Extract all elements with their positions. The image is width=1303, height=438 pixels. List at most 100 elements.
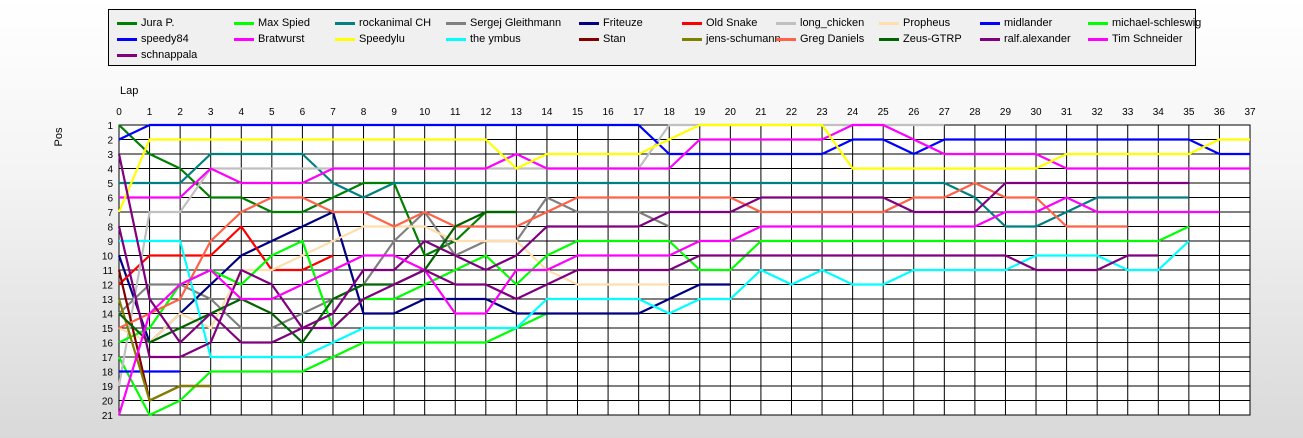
x-tick-label: 12 [480, 107, 492, 118]
legend-swatch [335, 38, 355, 41]
legend-label: michael-schleswig [1112, 17, 1202, 29]
series-line [117, 196, 1220, 416]
y-tick-label: 8 [107, 223, 113, 234]
series-line [117, 153, 1159, 344]
series-line [118, 225, 334, 286]
legend-swatch [446, 38, 466, 41]
x-tick-label: 8 [361, 107, 367, 118]
y-axis-label: Pos [53, 127, 65, 146]
x-tick-label: 3 [208, 107, 214, 118]
x-tick-label: 10 [419, 107, 431, 118]
legend-label: ralf.alexander [1004, 33, 1071, 45]
legend-swatch [117, 54, 137, 57]
y-tick-label: 9 [107, 237, 113, 248]
legend-swatch [117, 22, 137, 25]
y-tick-label: 4 [107, 165, 113, 176]
x-tick-label: 11 [450, 107, 461, 118]
x-tick-label: 14 [541, 107, 553, 118]
legend-label: Old Snake [706, 17, 758, 29]
y-tick-label: 10 [102, 252, 114, 263]
chart-legend: Jura P. Max Spied rockanimal CH Sergej Glei… [108, 9, 1201, 66]
y-tick-label: 6 [107, 194, 113, 205]
plot-area: 0 1 2 3 4 5 6 7 8 9 10 11 12 13 14 15 16 17 18 19 20 21 22 23 24… [102, 107, 1256, 422]
legend-label: midlander [1004, 17, 1053, 29]
x-tick-label: 31 [1061, 107, 1073, 118]
x-tick-label: 20 [725, 107, 737, 118]
legend-label: Bratwurst [258, 33, 305, 45]
series-line [119, 152, 1189, 228]
y-tick-label: 13 [102, 295, 114, 306]
x-tick-label: 4 [238, 107, 244, 118]
y-tick-label: 1 [107, 121, 113, 132]
y-tick-label: 16 [102, 339, 114, 350]
x-tick-label: 15 [572, 107, 584, 118]
x-tick-label: 22 [786, 107, 798, 118]
x-tick-label: 5 [269, 107, 275, 118]
y-tick-label: 21 [102, 411, 114, 422]
legend-swatch [879, 38, 899, 41]
legend-label: Friteuze [603, 17, 643, 29]
legend-swatch [234, 22, 254, 25]
x-tick-label: 1 [147, 107, 153, 118]
x-tick-label: 32 [1092, 107, 1104, 118]
legend-swatch [1088, 22, 1108, 25]
y-tick-label: 18 [102, 368, 114, 379]
series-line [118, 196, 670, 330]
x-tick-label: 6 [300, 107, 306, 118]
legend-swatch [879, 22, 899, 25]
legend-label: Tim Schneider [1112, 33, 1183, 45]
legend-label: rockanimal CH [359, 17, 432, 29]
x-tick-label: 9 [391, 107, 397, 118]
x-tick-label: 17 [633, 107, 645, 118]
x-axis-label: Lap [120, 85, 138, 97]
legend-swatch [980, 38, 1000, 41]
y-tick-label: 5 [107, 179, 113, 190]
x-tick-label: 33 [1122, 107, 1134, 118]
y-tick-label: 14 [102, 310, 114, 321]
legend-swatch [579, 38, 599, 41]
x-tick-label: 29 [1000, 107, 1012, 118]
legend-label: jens-schumann [706, 33, 781, 45]
legend-label: schnappala [141, 49, 198, 61]
x-tick-label: 16 [603, 107, 615, 118]
x-tick-label: 37 [1244, 107, 1256, 118]
series-line [119, 123, 1250, 199]
legend-swatch [579, 22, 599, 25]
series-line [119, 239, 1190, 359]
legend-swatch [682, 38, 702, 41]
legend-swatch [446, 22, 466, 25]
x-tick-label: 36 [1214, 107, 1226, 118]
legend-label: Stan [603, 33, 626, 45]
legend-label: Propheus [903, 17, 951, 29]
legend-swatch [335, 22, 355, 25]
x-tick-label: 34 [1153, 107, 1165, 118]
x-tick-label: 25 [878, 107, 890, 118]
series-line [118, 181, 1128, 329]
legend-label: long_chicken [800, 17, 865, 29]
x-tick-label: 2 [177, 107, 183, 118]
x-tick-label: 19 [694, 107, 706, 118]
legend-swatch [234, 38, 254, 41]
legend-swatch [980, 22, 1000, 25]
legend-swatch [776, 38, 796, 41]
x-tick-label: 21 [755, 107, 767, 118]
legend-swatch [682, 22, 702, 25]
legend-swatch [1088, 38, 1108, 41]
x-tick-label: 30 [1030, 107, 1042, 118]
x-tick-label: 27 [939, 107, 951, 118]
series-line [117, 298, 211, 402]
legend-label: Sergej Gleithmann [470, 17, 562, 29]
x-tick-label: 13 [511, 107, 523, 118]
legend-swatch [776, 22, 796, 25]
y-tick-label: 3 [107, 150, 113, 161]
y-tick-label: 19 [102, 382, 114, 393]
y-tick-label: 17 [102, 353, 114, 364]
y-tick-label: 7 [107, 208, 113, 219]
y-tick-label: 11 [103, 266, 114, 277]
x-tick-label: 35 [1183, 107, 1195, 118]
series-line [118, 225, 1190, 344]
legend-label: Speedylu [359, 33, 405, 45]
legend-label: speedy84 [141, 33, 189, 45]
x-tick-label: 24 [847, 107, 859, 118]
